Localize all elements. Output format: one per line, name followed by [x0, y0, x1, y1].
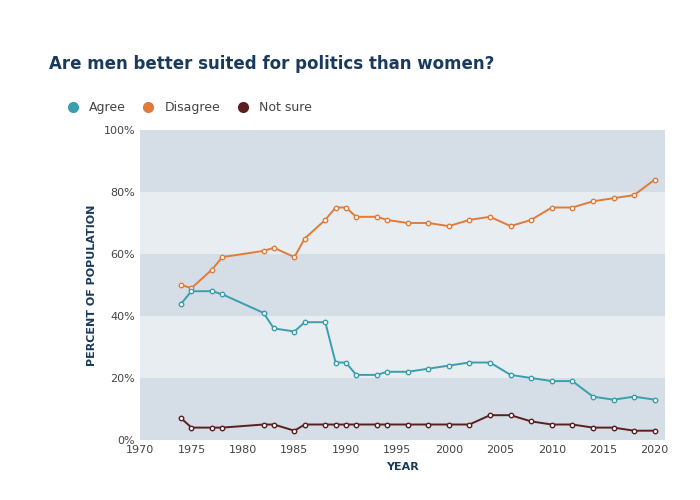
Bar	[140, 130, 665, 192]
Bar	[140, 378, 665, 440]
Y-axis label: PERCENT OF POPULATION: PERCENT OF POPULATION	[87, 204, 97, 366]
Bar	[140, 192, 665, 254]
X-axis label: YEAR: YEAR	[386, 462, 419, 472]
Bar	[140, 254, 665, 316]
Bar	[140, 316, 665, 378]
Text: Are men better suited for politics than women?: Are men better suited for politics than …	[49, 55, 494, 73]
Legend: Agree, Disagree, Not sure: Agree, Disagree, Not sure	[55, 96, 317, 119]
